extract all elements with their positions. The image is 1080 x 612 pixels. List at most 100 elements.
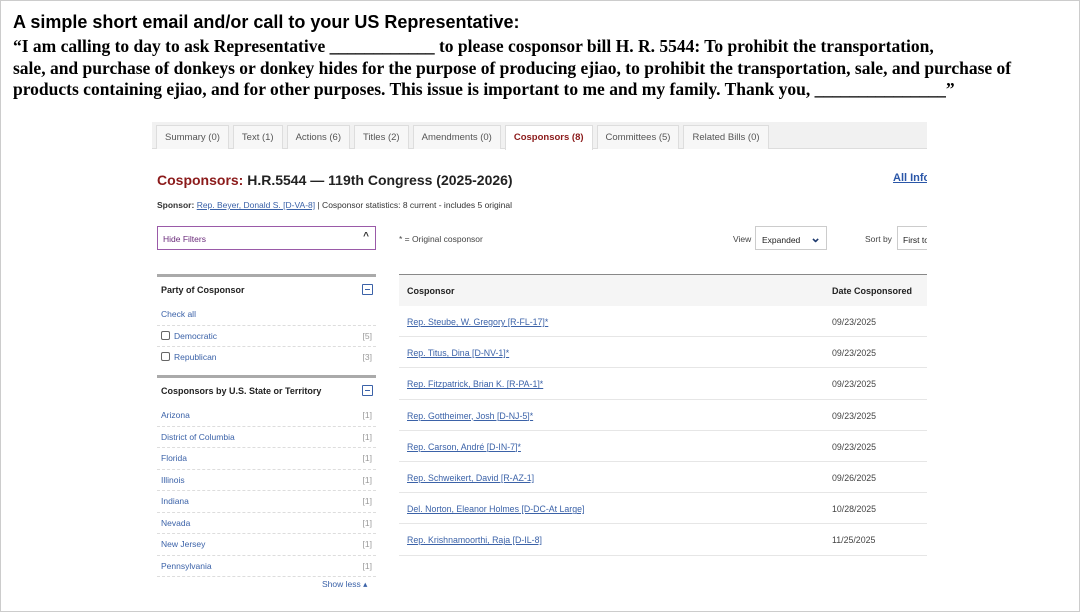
tab-cosponsors[interactable]: Cosponsors (8) bbox=[504, 125, 593, 150]
sponsor-link[interactable]: Rep. Beyer, Donald S. [D-VA-8] bbox=[196, 200, 316, 210]
state-label: New Jersey bbox=[161, 539, 206, 549]
party-filter-item[interactable]: Democratic [5] bbox=[157, 326, 376, 347]
state-count: [1] bbox=[362, 410, 372, 420]
date-cosponsored: 09/23/2025 bbox=[832, 348, 877, 359]
checkbox[interactable] bbox=[161, 352, 170, 361]
state-filter-heading: Cosponsors by U.S. State or Territory bbox=[157, 375, 376, 405]
table-row: Rep. Carson, André [D-IN-7]* 09/23/2025 bbox=[399, 431, 927, 462]
collapse-icon[interactable] bbox=[362, 385, 373, 396]
state-filter-item[interactable]: Nevada [1] bbox=[157, 513, 376, 534]
collapse-icon[interactable] bbox=[362, 284, 373, 295]
state-filter-item[interactable]: Florida [1] bbox=[157, 448, 376, 470]
date-cosponsored: 09/26/2025 bbox=[832, 472, 877, 483]
tab-text[interactable]: Text (1) bbox=[232, 125, 283, 149]
cosponsor-link[interactable]: Rep. Krishnamoorthi, Raja [D-IL-8] bbox=[407, 535, 542, 546]
cosponsor-link[interactable]: Rep. Carson, André [D-IN-7]* bbox=[407, 441, 521, 452]
view-value: Expanded bbox=[762, 235, 801, 245]
page-title: Cosponsors: H.R.5544 — 119th Congress (2… bbox=[157, 172, 513, 188]
check-all-link[interactable]: Check all bbox=[157, 304, 376, 326]
party-filter-item[interactable]: Republican [3] bbox=[157, 347, 376, 369]
date-cosponsored: 09/23/2025 bbox=[832, 379, 877, 390]
bill-tabs: Summary (0) Text (1) Actions (6) Titles (2)… bbox=[152, 122, 927, 150]
state-label: Pennsylvania bbox=[161, 560, 212, 571]
date-cosponsored: 09/23/2025 bbox=[832, 441, 877, 452]
state-filter-item[interactable]: District of Columbia [1] bbox=[157, 427, 376, 448]
state-filter-item[interactable]: Arizona [1] bbox=[157, 405, 376, 427]
cosponsors-table: Cosponsor Date Cosponsored Rep. Steube, W… bbox=[399, 274, 927, 556]
col-cosponsor[interactable]: Cosponsor bbox=[407, 286, 455, 296]
table-row: Rep. Fitzpatrick, Brian K. [R-PA-1]* 09/2… bbox=[399, 368, 927, 400]
cosponsor-link[interactable]: Rep. Gottheimer, Josh [D-NJ-5]* bbox=[407, 410, 534, 421]
view-select[interactable]: Expanded ⌄ bbox=[755, 226, 827, 250]
state-count: [1] bbox=[362, 496, 372, 506]
date-cosponsored: 10/28/2025 bbox=[832, 504, 877, 515]
state-label: District of Columbia bbox=[161, 431, 235, 442]
table-row: Rep. Steube, W. Gregory [R-FL-17]* 09/23/… bbox=[399, 306, 927, 338]
cosponsor-link[interactable]: Rep. Steube, W. Gregory [R-FL-17]* bbox=[407, 317, 549, 327]
sponsor-label: Sponsor: bbox=[157, 200, 195, 210]
view-label: View bbox=[733, 234, 752, 244]
all-info-link[interactable]: All Info bbox=[893, 172, 927, 184]
tab-actions[interactable]: Actions (6) bbox=[286, 125, 350, 149]
email-heading: A simple short email and/or call to your… bbox=[13, 12, 520, 32]
hide-filters-button[interactable]: Hide Filters ^ bbox=[157, 226, 376, 250]
col-date[interactable]: Date Cosponsored bbox=[832, 286, 913, 296]
table-row: Rep. Krishnamoorthi, Raja [D-IL-8] 11/25/… bbox=[399, 524, 927, 556]
cosponsor-link[interactable]: Rep. Titus, Dina [D-NV-1]* bbox=[407, 348, 510, 359]
table-row: Del. Norton, Eleanor Holmes [D-DC-At Lar… bbox=[399, 493, 927, 525]
state-count: [1] bbox=[362, 560, 372, 571]
quote-line-3: products containing ejiao, and for other… bbox=[13, 79, 955, 99]
quote-line-2: sale, and purchase of donkeys or donkey … bbox=[13, 58, 1012, 78]
sponsor-line: Sponsor: Rep. Beyer, Donald S. [D-VA-8] … bbox=[157, 200, 512, 210]
party-label: Republican bbox=[174, 352, 217, 362]
table-row: Rep. Schweikert, David [R-AZ-1] 09/26/202… bbox=[399, 462, 927, 494]
state-heading-text: Cosponsors by U.S. State or Territory bbox=[161, 386, 322, 396]
title-label: Cosponsors: bbox=[157, 172, 244, 188]
checkbox[interactable] bbox=[161, 330, 170, 340]
table-header: Cosponsor Date Cosponsored bbox=[399, 274, 927, 306]
tab-committees[interactable]: Committees (5) bbox=[596, 125, 680, 149]
state-filter-item[interactable]: Indiana [1] bbox=[157, 491, 376, 513]
tab-related[interactable]: Related Bills (0) bbox=[683, 125, 769, 149]
table-row: Rep. Gottheimer, Josh [D-NJ-5]* 09/23/202… bbox=[399, 400, 927, 431]
party-filter: Party of Cosponsor Check all Democratic [… bbox=[157, 274, 376, 369]
state-filter: Cosponsors by U.S. State or Territory Ar… bbox=[157, 375, 376, 577]
party-label: Democratic bbox=[174, 330, 217, 341]
tab-amendments[interactable]: Amendments (0) bbox=[412, 125, 501, 149]
date-cosponsored: 09/23/2025 bbox=[832, 410, 877, 421]
cosponsor-link[interactable]: Rep. Fitzpatrick, Brian K. [R-PA-1]* bbox=[407, 379, 544, 390]
quote-line-1: “I am calling to day to ask Representati… bbox=[13, 36, 934, 56]
date-cosponsored: 09/23/2025 bbox=[832, 317, 877, 327]
date-cosponsored: 11/25/2025 bbox=[832, 535, 876, 546]
title-bill: H.R.5544 — 119th Congress (2025-2026) bbox=[243, 172, 513, 188]
state-count: [1] bbox=[362, 517, 372, 528]
cosponsor-link[interactable]: Rep. Schweikert, David [R-AZ-1] bbox=[407, 472, 535, 483]
sort-value: First to bbox=[903, 235, 927, 245]
chevron-down-icon: ⌄ bbox=[810, 230, 821, 245]
state-label: Arizona bbox=[161, 410, 190, 420]
party-heading-text: Party of Cosponsor bbox=[161, 285, 245, 295]
cosponsor-stats: | Cosponsor statistics: 8 current - incl… bbox=[315, 200, 512, 210]
hide-filters-label: Hide Filters bbox=[163, 234, 206, 244]
state-count: [1] bbox=[362, 431, 372, 442]
state-filter-item[interactable]: Illinois [1] bbox=[157, 470, 376, 491]
party-count: [3] bbox=[362, 352, 372, 362]
state-count: [1] bbox=[362, 453, 372, 463]
state-filter-item[interactable]: New Jersey [1] bbox=[157, 534, 376, 556]
show-less-link[interactable]: Show less ▴ bbox=[322, 579, 368, 589]
cosponsor-link[interactable]: Del. Norton, Eleanor Holmes [D-DC-At Lar… bbox=[407, 504, 585, 515]
party-filter-heading: Party of Cosponsor bbox=[157, 274, 376, 304]
party-count: [5] bbox=[362, 330, 372, 341]
state-label: Florida bbox=[161, 453, 187, 463]
original-cosponsor-note: * = Original cosponsor bbox=[399, 234, 483, 244]
state-count: [1] bbox=[362, 539, 372, 549]
state-count: [1] bbox=[362, 474, 372, 485]
tab-summary[interactable]: Summary (0) bbox=[156, 125, 229, 149]
table-row: Rep. Titus, Dina [D-NV-1]* 09/23/2025 bbox=[399, 337, 927, 369]
state-label: Indiana bbox=[161, 496, 189, 506]
chevron-up-icon: ^ bbox=[363, 231, 369, 242]
sort-select[interactable]: First to bbox=[897, 226, 927, 250]
state-filter-item[interactable]: Pennsylvania [1] bbox=[157, 556, 376, 577]
state-label: Nevada bbox=[161, 517, 191, 528]
tab-titles[interactable]: Titles (2) bbox=[354, 125, 409, 149]
